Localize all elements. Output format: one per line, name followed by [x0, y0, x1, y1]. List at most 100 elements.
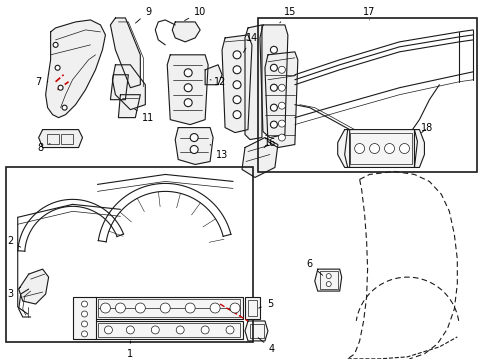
Circle shape: [278, 120, 285, 127]
Polygon shape: [260, 25, 288, 138]
Polygon shape: [167, 55, 208, 125]
Circle shape: [278, 84, 285, 91]
Circle shape: [104, 326, 112, 334]
Circle shape: [81, 301, 88, 307]
Text: 2: 2: [8, 236, 21, 247]
Circle shape: [270, 104, 277, 111]
Polygon shape: [110, 75, 128, 100]
Circle shape: [226, 326, 234, 334]
Text: 10: 10: [185, 7, 206, 21]
Text: 18: 18: [421, 123, 434, 133]
Circle shape: [184, 69, 192, 77]
Bar: [73, 297, 97, 339]
Circle shape: [326, 274, 331, 279]
Circle shape: [184, 99, 192, 107]
Text: 13: 13: [210, 144, 228, 159]
Polygon shape: [245, 321, 268, 341]
Polygon shape: [265, 52, 298, 148]
Polygon shape: [222, 35, 252, 132]
Circle shape: [62, 105, 67, 110]
Circle shape: [233, 96, 241, 104]
Text: 15: 15: [280, 7, 296, 23]
Bar: [96, 321, 243, 339]
Bar: [250, 324, 264, 338]
Text: 17: 17: [364, 7, 376, 20]
Polygon shape: [338, 130, 350, 167]
Bar: [47, 134, 59, 144]
Polygon shape: [205, 65, 222, 85]
Circle shape: [278, 134, 285, 141]
Text: 8: 8: [38, 143, 50, 153]
Circle shape: [233, 51, 241, 59]
Circle shape: [326, 282, 331, 287]
Circle shape: [399, 144, 410, 153]
Circle shape: [135, 303, 146, 313]
Text: 4: 4: [258, 338, 275, 354]
Text: 14: 14: [244, 33, 258, 53]
Text: 11: 11: [135, 109, 154, 123]
Circle shape: [184, 84, 192, 92]
Circle shape: [270, 84, 277, 91]
Circle shape: [270, 46, 277, 53]
Circle shape: [81, 331, 88, 337]
Polygon shape: [19, 269, 49, 304]
Text: 6: 6: [307, 259, 322, 275]
Circle shape: [160, 303, 170, 313]
Bar: [245, 297, 260, 319]
Circle shape: [176, 326, 184, 334]
Text: 7: 7: [36, 77, 48, 87]
Polygon shape: [175, 127, 213, 165]
Bar: [61, 134, 73, 144]
Circle shape: [210, 303, 220, 313]
Circle shape: [100, 303, 110, 313]
Polygon shape: [315, 269, 342, 291]
Circle shape: [369, 144, 380, 153]
Circle shape: [58, 85, 63, 90]
Circle shape: [190, 134, 198, 141]
Text: 16: 16: [264, 138, 276, 148]
Circle shape: [55, 65, 60, 70]
Circle shape: [270, 121, 277, 128]
Polygon shape: [344, 130, 417, 167]
Circle shape: [278, 66, 285, 73]
Circle shape: [201, 326, 209, 334]
Bar: [98, 323, 240, 337]
Circle shape: [270, 64, 277, 71]
Circle shape: [81, 321, 88, 327]
Text: 3: 3: [8, 287, 21, 299]
Circle shape: [190, 145, 198, 153]
Polygon shape: [112, 65, 146, 110]
Polygon shape: [415, 130, 424, 167]
Polygon shape: [119, 95, 140, 118]
Circle shape: [116, 303, 125, 313]
Circle shape: [81, 311, 88, 317]
Bar: [320, 271, 338, 289]
Polygon shape: [242, 138, 278, 177]
Circle shape: [53, 42, 58, 48]
Text: 9: 9: [135, 7, 151, 23]
Text: 1: 1: [127, 341, 133, 359]
Circle shape: [355, 144, 365, 153]
Circle shape: [385, 144, 394, 153]
Circle shape: [233, 81, 241, 89]
Text: 5: 5: [259, 299, 273, 309]
Bar: [350, 132, 413, 165]
Circle shape: [230, 303, 240, 313]
Polygon shape: [245, 25, 262, 140]
Circle shape: [233, 66, 241, 74]
Circle shape: [151, 326, 159, 334]
Bar: [98, 299, 240, 317]
Text: 12: 12: [210, 77, 226, 87]
Polygon shape: [39, 130, 82, 148]
Polygon shape: [46, 20, 105, 118]
Bar: [258, 18, 477, 172]
Polygon shape: [110, 18, 140, 88]
Circle shape: [233, 111, 241, 118]
Circle shape: [185, 303, 195, 313]
Bar: [96, 297, 243, 319]
Bar: [248, 300, 257, 316]
Circle shape: [126, 326, 134, 334]
Polygon shape: [172, 22, 200, 42]
Circle shape: [278, 102, 285, 109]
Bar: [6, 167, 253, 342]
